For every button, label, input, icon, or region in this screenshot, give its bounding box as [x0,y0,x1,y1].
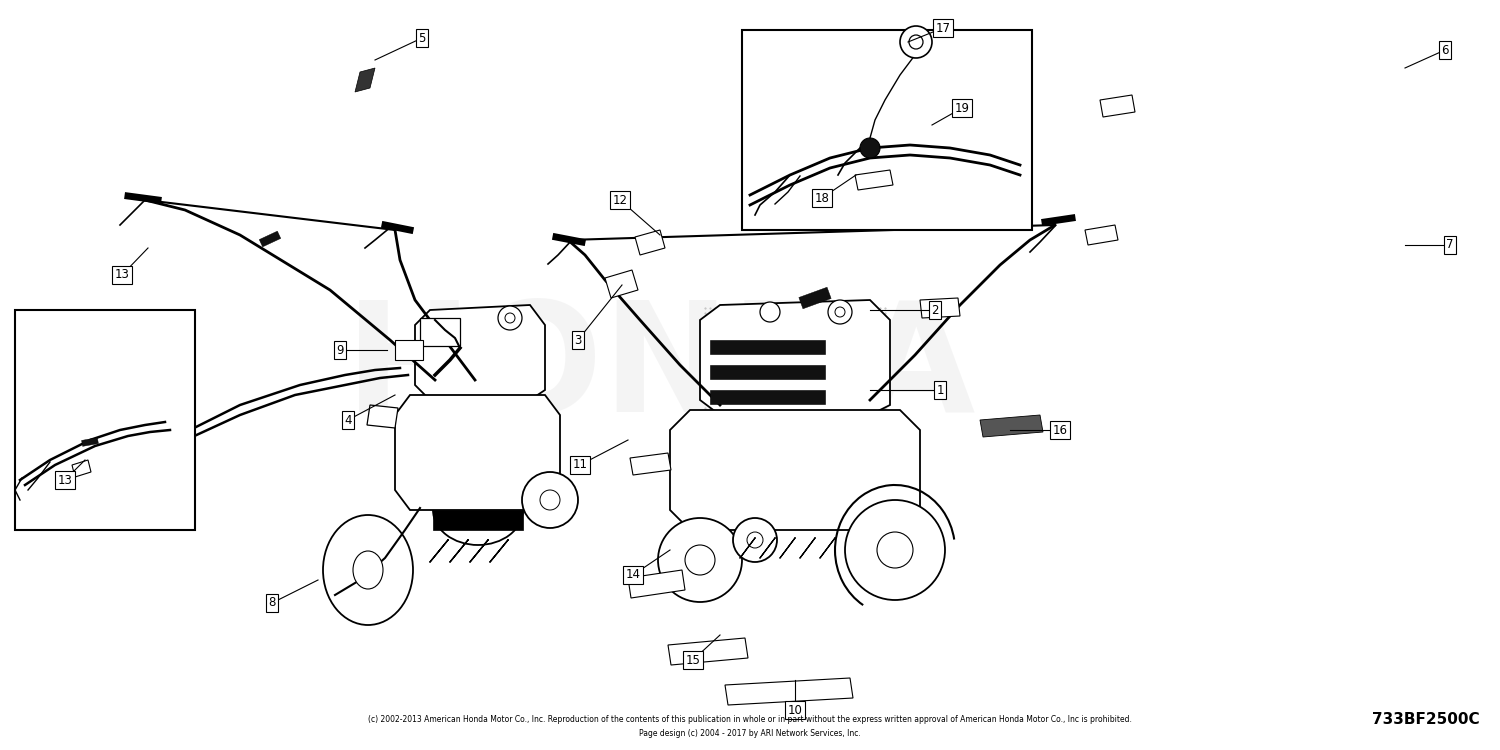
Polygon shape [634,230,664,255]
Text: 5: 5 [419,32,426,44]
Bar [420,318,460,346]
Circle shape [900,26,932,58]
Text: HONDA: HONDA [345,296,975,445]
Polygon shape [628,570,686,598]
Polygon shape [724,678,854,705]
Text: 10: 10 [788,704,802,716]
Polygon shape [855,170,892,190]
Polygon shape [368,405,398,428]
Text: (c) 2002-2013 American Honda Motor Co., Inc. Reproduction of the contents of thi: (c) 2002-2013 American Honda Motor Co., … [368,716,1132,724]
Circle shape [686,545,716,575]
Text: Page design (c) 2004 - 2017 by ARI Network Services, Inc.: Page design (c) 2004 - 2017 by ARI Netwo… [639,728,861,737]
Text: 12: 12 [612,194,627,206]
Circle shape [522,472,578,528]
Circle shape [828,300,852,324]
Polygon shape [920,298,960,318]
Text: 7: 7 [1446,238,1454,251]
Text: 8: 8 [268,596,276,610]
Polygon shape [416,305,544,400]
Text: 15: 15 [686,653,700,667]
Circle shape [658,518,742,602]
Polygon shape [1100,95,1136,117]
Bar [394,340,423,360]
Polygon shape [394,395,560,510]
Bar [742,30,1032,230]
Circle shape [747,532,764,548]
Circle shape [760,302,780,322]
Polygon shape [670,410,920,530]
Text: 2: 2 [932,304,939,316]
Circle shape [734,518,777,562]
Polygon shape [700,300,889,415]
Text: 11: 11 [573,458,588,472]
Bar [81,438,99,446]
Text: 6: 6 [1442,44,1449,56]
Circle shape [878,532,914,568]
Polygon shape [630,453,670,475]
Bar [15,310,195,530]
Bar [710,340,825,354]
Circle shape [909,35,922,49]
Circle shape [498,306,522,330]
Bar [800,287,831,309]
Polygon shape [980,415,1042,437]
Polygon shape [604,270,638,298]
Ellipse shape [352,551,382,589]
Text: 733BF2500C: 733BF2500C [1372,712,1480,728]
Text: 9: 9 [336,344,344,356]
Text: 18: 18 [815,191,830,205]
Circle shape [859,138,880,158]
Bar [710,365,825,379]
Circle shape [836,307,844,317]
Text: 14: 14 [626,568,640,581]
Text: 13: 13 [114,268,129,281]
Circle shape [506,313,515,323]
Bar [260,231,280,247]
Text: 3: 3 [574,334,582,346]
Text: 19: 19 [954,101,969,115]
Text: 17: 17 [936,22,951,34]
Text: 4: 4 [344,413,351,427]
Circle shape [844,500,945,600]
Text: 13: 13 [57,473,72,487]
Polygon shape [668,638,748,665]
Polygon shape [72,460,92,477]
Ellipse shape [322,515,413,625]
Polygon shape [1084,225,1118,245]
Text: 1: 1 [936,383,944,397]
Bar [710,390,825,404]
Text: 16: 16 [1053,424,1068,436]
Circle shape [540,490,560,510]
Polygon shape [356,68,375,92]
Polygon shape [433,510,524,530]
